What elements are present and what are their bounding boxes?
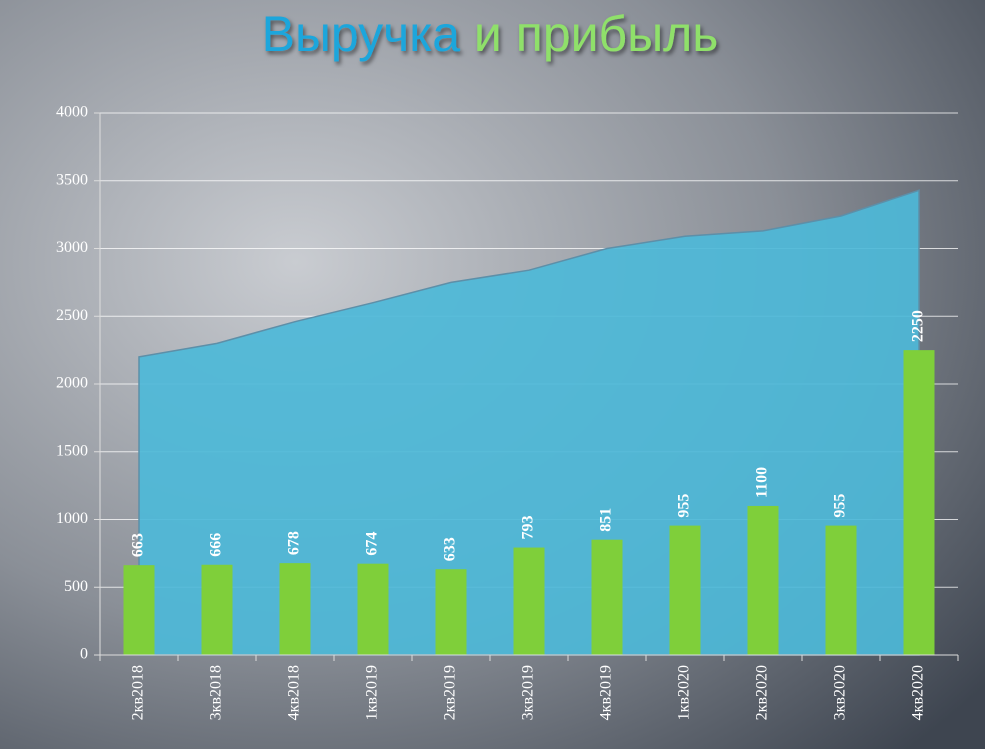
bar <box>513 547 545 655</box>
bar <box>123 565 155 655</box>
x-tick-label: 4кв2019 <box>598 665 615 720</box>
y-tick-label: 4000 <box>56 104 88 121</box>
y-tick-label: 1500 <box>56 442 88 459</box>
data-label: 663 <box>130 533 147 557</box>
data-label: 1100 <box>754 467 771 498</box>
area <box>138 189 920 656</box>
y-tick-label: 2500 <box>56 307 88 324</box>
y-tick-label: 3500 <box>56 171 88 188</box>
y-tick-label: 500 <box>64 578 88 595</box>
data-label: 851 <box>598 508 615 532</box>
bar <box>201 564 233 655</box>
title-part: и прибыль <box>474 6 718 62</box>
chart-title: Выручка и прибыль <box>262 6 719 62</box>
title-part: Выручка <box>262 6 461 62</box>
bar <box>591 539 623 655</box>
data-label: 678 <box>286 531 303 555</box>
y-tick-label: 1000 <box>56 510 88 527</box>
bar <box>435 569 467 655</box>
x-tick-label: 4кв2018 <box>286 665 303 720</box>
x-tick-label: 2кв2018 <box>130 665 147 720</box>
data-label: 666 <box>208 533 225 557</box>
data-label: 2250 <box>910 310 927 342</box>
data-label: 793 <box>520 516 537 540</box>
x-tick-label: 1кв2020 <box>676 665 693 720</box>
data-label: 674 <box>364 532 381 556</box>
y-tick-label: 2000 <box>56 375 88 392</box>
bar <box>669 525 701 655</box>
x-tick-label: 2кв2019 <box>442 665 459 720</box>
bar <box>279 563 311 655</box>
bar <box>903 350 935 655</box>
x-tick-label: 3кв2020 <box>832 665 849 720</box>
bar <box>825 525 857 655</box>
x-tick-label: 3кв2018 <box>208 665 225 720</box>
x-tick-label: 4кв2020 <box>910 665 927 720</box>
bar <box>357 563 389 655</box>
data-label: 633 <box>442 537 459 561</box>
bar <box>747 505 779 655</box>
y-tick-label: 0 <box>80 646 88 663</box>
x-tick-label: 1кв2019 <box>364 665 381 720</box>
x-tick-label: 3кв2019 <box>520 665 537 720</box>
x-tick-label: 2кв2020 <box>754 665 771 720</box>
y-tick-label: 3000 <box>56 239 88 256</box>
data-label: 955 <box>832 494 849 518</box>
data-label: 955 <box>676 494 693 518</box>
